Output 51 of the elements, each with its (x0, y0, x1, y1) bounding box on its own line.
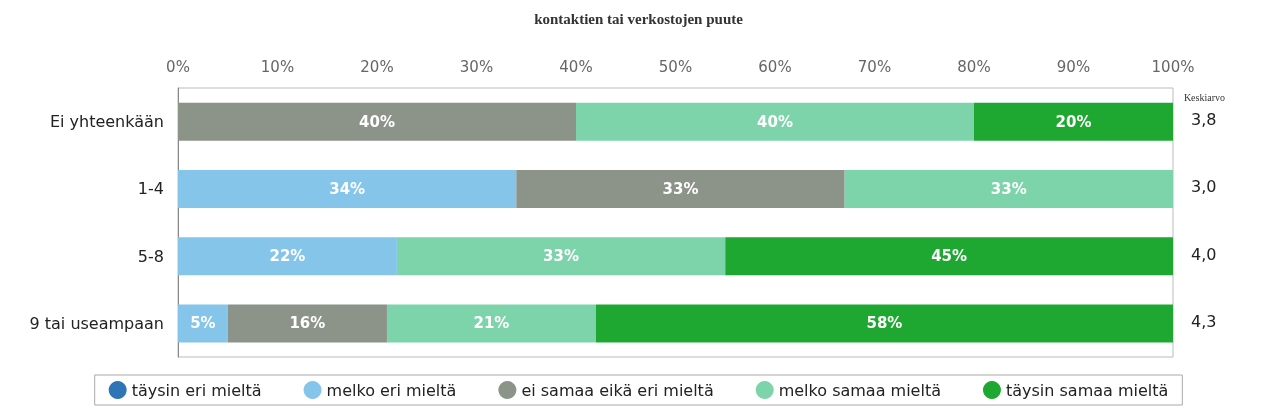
data-label: 33% (662, 179, 699, 198)
data-label: 22% (269, 247, 306, 266)
x-tick-label: 30% (459, 57, 494, 76)
bar (844, 169, 1173, 208)
bar (974, 102, 1173, 141)
x-tick-label: 80% (957, 57, 991, 76)
data-label: 33% (543, 247, 580, 266)
data-label: 16% (289, 314, 326, 333)
x-tick-label: 0% (166, 57, 190, 76)
bar (178, 169, 517, 208)
x-tick-label: 60% (758, 57, 792, 76)
x-tick-label: 10% (260, 57, 295, 76)
legend-label: täysin samaa mieltä (1005, 380, 1169, 400)
text: Keskiarvo (1183, 91, 1226, 103)
text: 4,3 (1191, 311, 1217, 331)
data-label: 58% (866, 314, 903, 333)
x-tick-label: 90% (1056, 57, 1091, 76)
data-label: 21% (473, 314, 510, 333)
legend-label: täysin eri mieltä (131, 380, 262, 400)
bar (178, 237, 397, 276)
text: 4,0 (1191, 244, 1217, 264)
y-tick-label: 9 tai useampaan (29, 313, 164, 333)
y-tick-label: Ei yhteenkään (49, 112, 164, 132)
chart-title: kontaktien tai verkostojen puute (534, 10, 744, 27)
y-tick-label: 1-4 (137, 179, 164, 199)
data-label: 40% (757, 112, 793, 131)
bar (516, 169, 845, 208)
bar (595, 304, 1173, 343)
data-label: 45% (931, 247, 968, 266)
text: 3,8 (1191, 110, 1217, 130)
data-label: 33% (990, 179, 1027, 198)
x-tick-label: 100% (1151, 57, 1195, 76)
legend-label: melko samaa mieltä (778, 380, 941, 400)
x-tick-label: 20% (360, 57, 394, 76)
data-label: 34% (329, 179, 366, 198)
data-label: 5% (190, 314, 216, 333)
y-tick-label: 5-8 (137, 246, 164, 266)
x-tick-label: 70% (857, 57, 892, 76)
legend-label: melko eri mieltä (326, 380, 457, 400)
bar (725, 237, 1173, 276)
bar (386, 304, 596, 343)
bar (396, 237, 726, 276)
legend-label: ei samaa eikä eri mieltä (521, 380, 714, 400)
bar (178, 304, 228, 343)
bar (576, 102, 974, 141)
text: 3,0 (1191, 177, 1217, 197)
data-label: 20% (1055, 112, 1092, 131)
x-tick-label: 50% (658, 57, 693, 76)
bar (227, 304, 387, 343)
data-label: 40% (359, 112, 395, 131)
x-tick-label: 40% (559, 57, 593, 76)
